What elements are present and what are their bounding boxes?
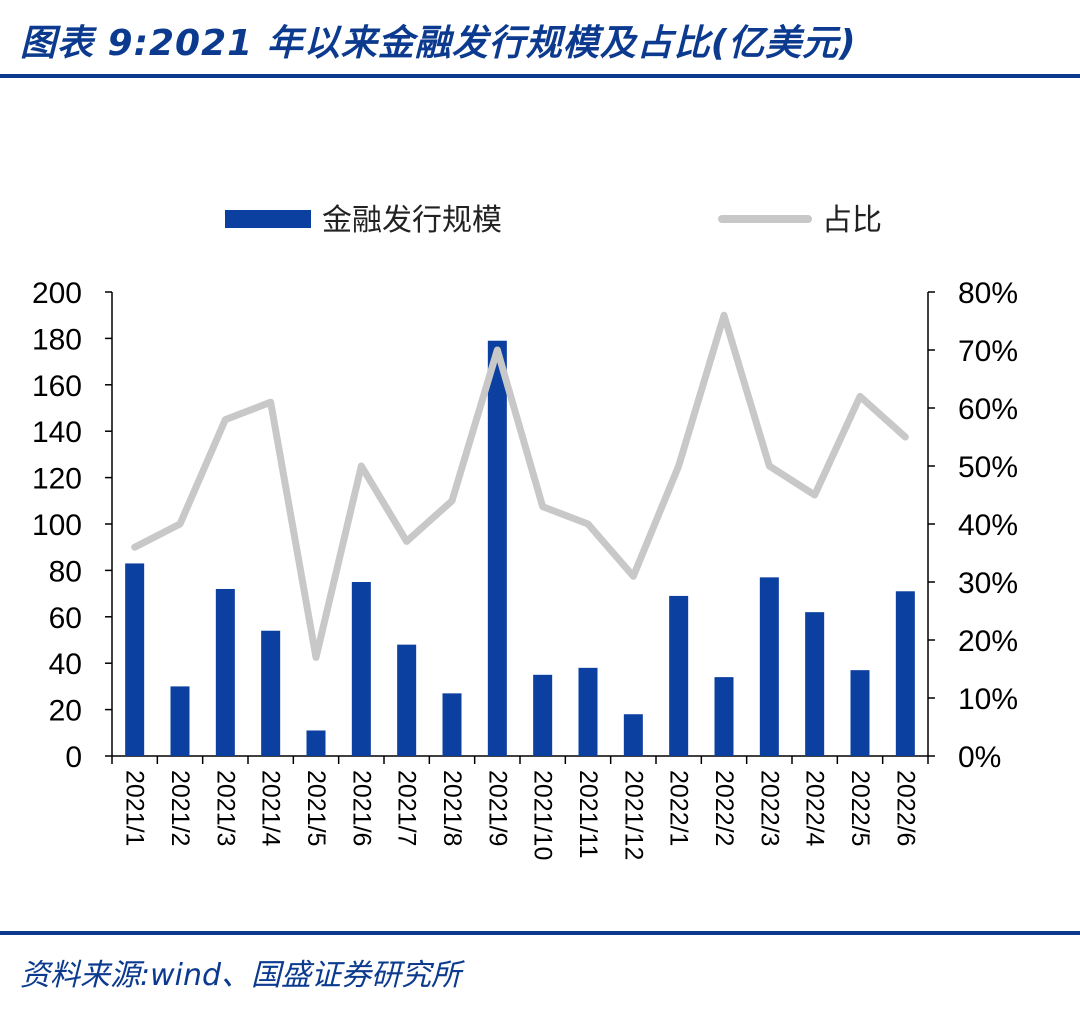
bar [215, 588, 235, 756]
x-tick-label: 2021/3 [211, 770, 239, 846]
bar [850, 670, 870, 756]
x-tick-label: 2021/2 [166, 770, 194, 846]
source-note: 资料来源:wind、国盛证券研究所 [20, 958, 462, 993]
footer-divider [0, 931, 1080, 935]
x-tick-label: 2021/4 [257, 770, 285, 847]
y-right-tick-label: 70% [958, 335, 1018, 368]
x-tick-label: 2021/9 [483, 770, 511, 846]
page-title: 图表 9:2021 年以来金融发行规模及占比(亿美元) [20, 23, 857, 64]
y-left-tick-label: 160 [32, 370, 82, 403]
legend-label-line: 占比 [822, 204, 882, 237]
bar [578, 667, 598, 756]
bar [623, 714, 643, 756]
x-tick-label: 2021/1 [121, 770, 149, 846]
x-tick-label: 2021/10 [529, 770, 557, 860]
y-left-tick-label: 200 [32, 277, 82, 310]
bar [714, 677, 734, 756]
bar [895, 591, 915, 756]
y-left-tick-label: 20 [49, 695, 82, 728]
bar [397, 644, 417, 756]
y-right-tick-label: 10% [958, 683, 1018, 716]
share-line [131, 311, 909, 661]
y-left-tick-label: 40 [49, 648, 82, 681]
x-tick-label: 2022/3 [755, 770, 783, 846]
bar [261, 630, 281, 756]
bar [125, 563, 145, 756]
bar [351, 582, 371, 756]
x-tick-label: 2022/6 [891, 770, 919, 846]
x-tick-labels: 2021/1 2021/2 2021/3 2021/4 2021/5 2021/6 2021… [121, 770, 920, 860]
bar [805, 612, 825, 756]
bar [487, 340, 507, 756]
chart: 金融发行规模 占比 0 20 40 60 80 100 120 140 160 180 200 0% 1… [32, 204, 1018, 860]
x-tick-label: 2021/8 [438, 770, 466, 846]
y-left-tick-label: 100 [32, 509, 82, 542]
title-divider [0, 74, 1080, 78]
x-tick-label: 2022/2 [710, 770, 738, 846]
x-tick-label: 2021/6 [347, 770, 375, 846]
title-bar: 图表 9:2021 年以来金融发行规模及占比(亿美元) [0, 0, 1080, 80]
bar [759, 577, 779, 756]
x-tick-label: 2021/7 [393, 770, 421, 846]
x-tick-label: 2022/4 [801, 770, 829, 847]
axes: 0 20 40 60 80 100 120 140 160 180 200 0% 10% 20% 30% 40… [32, 277, 1018, 774]
y-left-tick-label: 140 [32, 416, 82, 449]
legend: 金融发行规模 占比 [225, 204, 882, 237]
line-series [131, 311, 909, 661]
legend-label-bar: 金融发行规模 [322, 204, 502, 237]
bar [669, 595, 689, 756]
y-left-tick-label: 80 [49, 555, 82, 588]
x-tick-label: 2022/1 [665, 770, 693, 846]
x-tick-label: 2021/12 [619, 770, 647, 860]
bar-series [125, 340, 915, 756]
y-right-tick-label: 50% [958, 451, 1018, 484]
y-right-tick-label: 40% [958, 509, 1018, 542]
y-right-tick-label: 0% [958, 741, 1001, 774]
x-tick-label: 2022/5 [846, 770, 874, 846]
y-left-tick-label: 120 [32, 463, 82, 496]
y-right-tick-label: 30% [958, 567, 1018, 600]
bar [442, 693, 462, 756]
y-right-tick-label: 80% [958, 277, 1018, 310]
y-right-tick-label: 20% [958, 625, 1018, 658]
legend-swatch-bar [225, 210, 311, 228]
y-left-tick-label: 180 [32, 323, 82, 356]
y-right-tick-label: 60% [958, 393, 1018, 426]
x-tick-label: 2021/11 [574, 770, 602, 859]
y-left-tick-label: 60 [49, 602, 82, 635]
bar [533, 674, 553, 756]
bar [170, 686, 190, 756]
bar [306, 730, 326, 756]
x-tick-label: 2021/5 [302, 770, 330, 846]
y-left-tick-label: 0 [65, 741, 82, 774]
